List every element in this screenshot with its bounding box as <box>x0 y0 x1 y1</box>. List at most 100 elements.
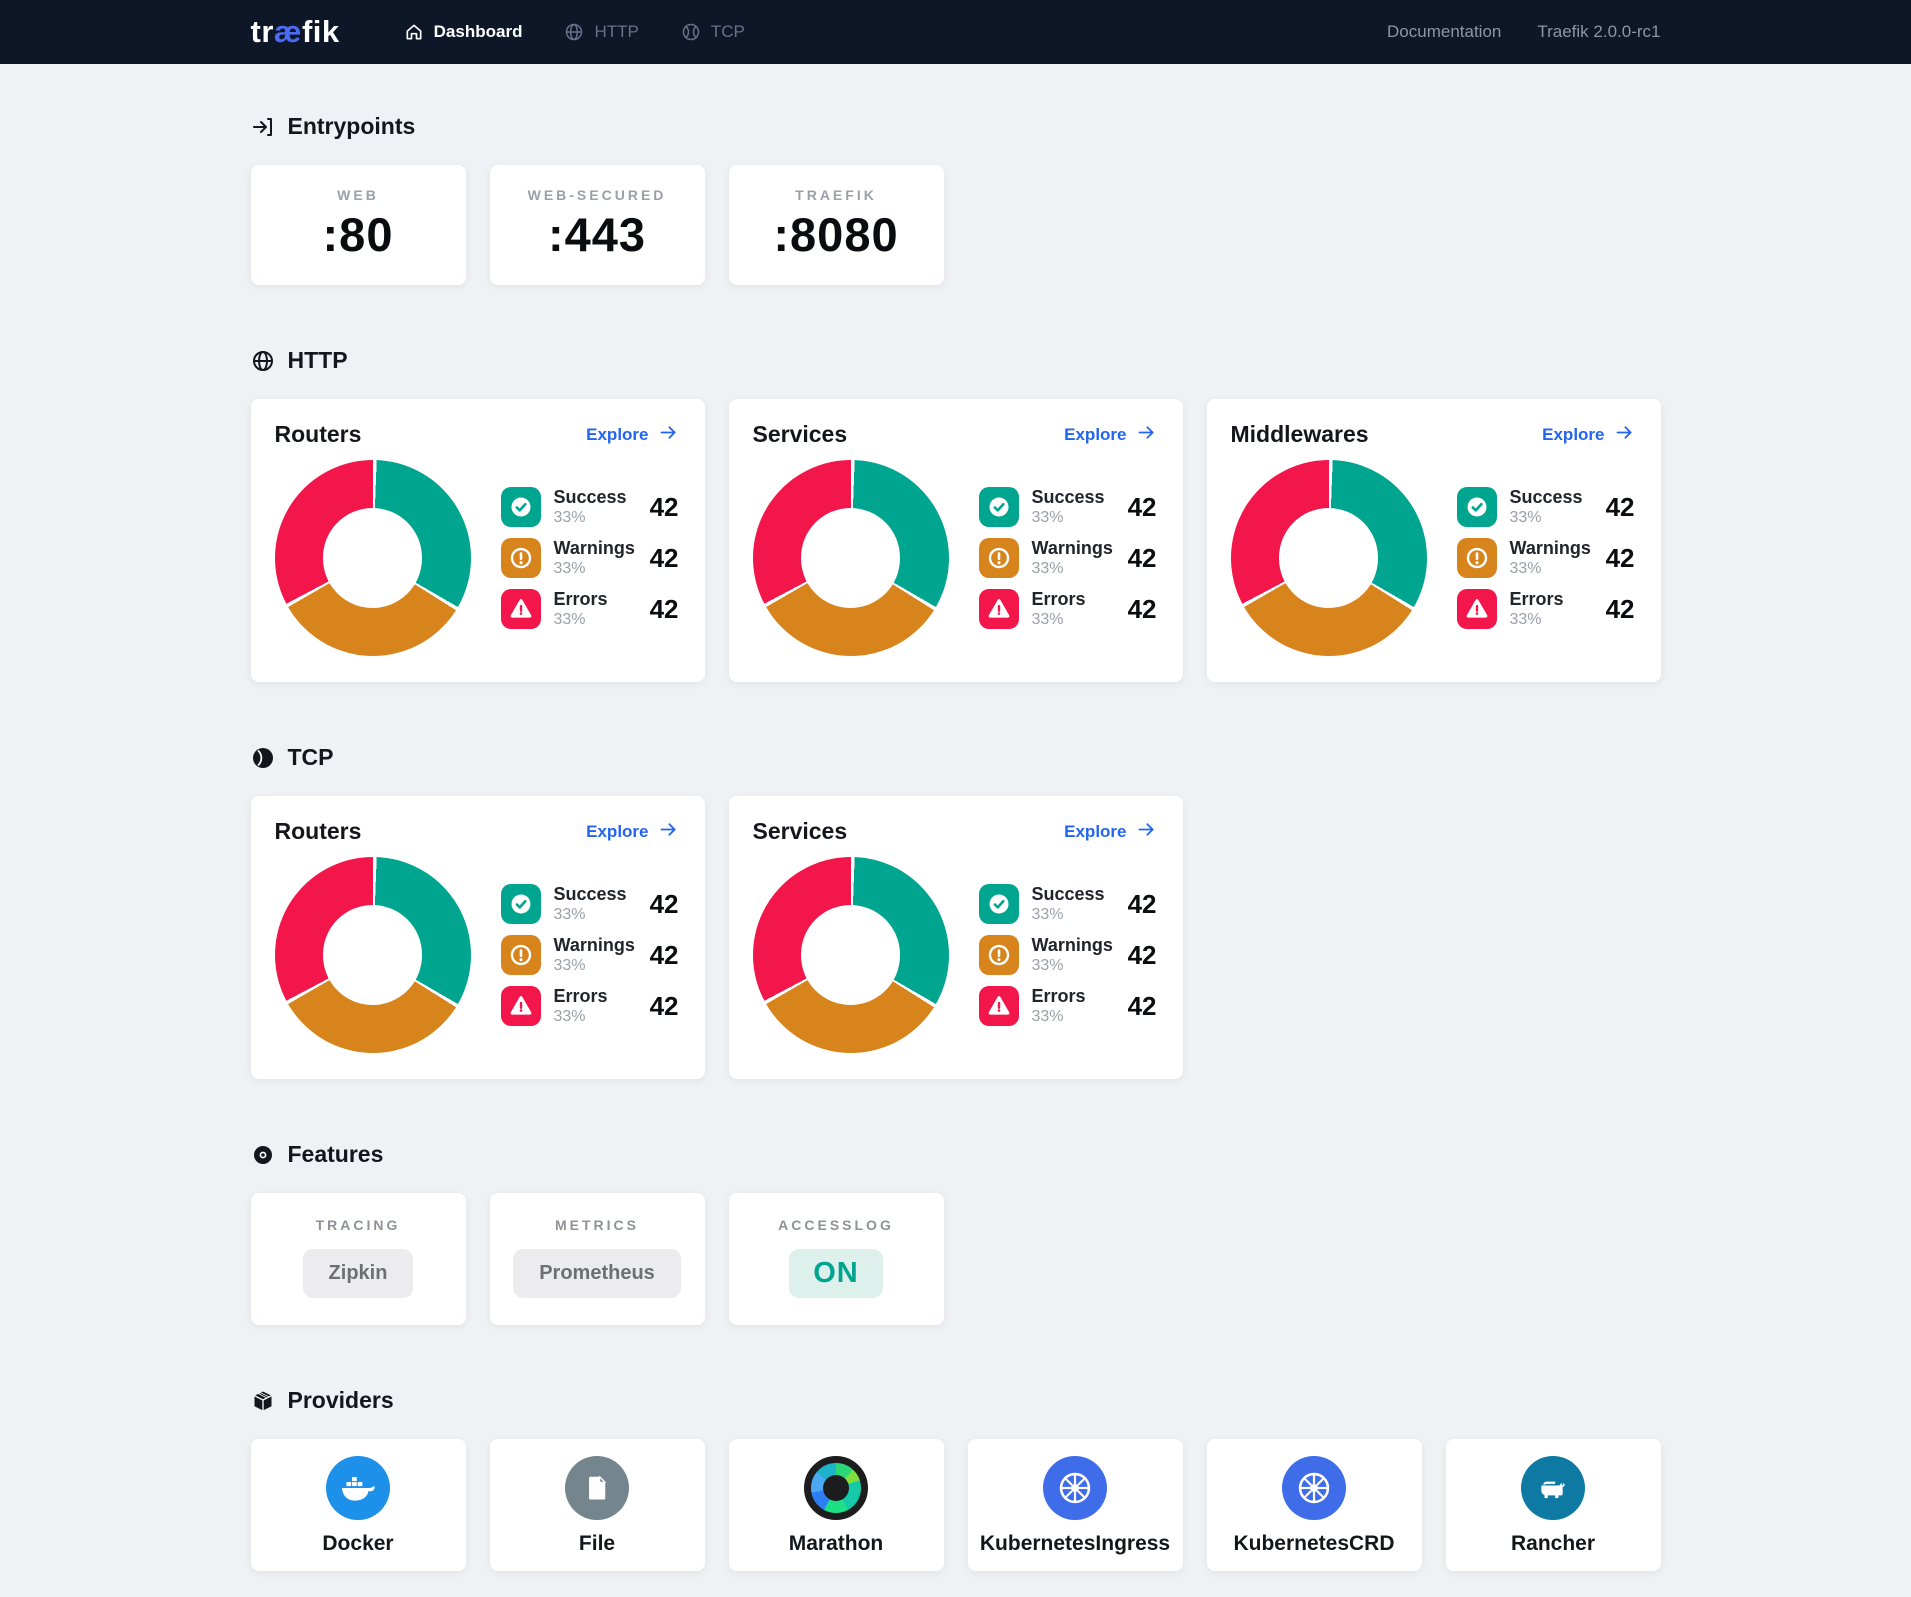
globe-icon <box>251 349 275 373</box>
success-icon <box>978 884 1019 924</box>
legend-label: Errors <box>553 986 608 1007</box>
success-icon <box>1456 487 1497 527</box>
explore-link[interactable]: Explore <box>1064 819 1156 845</box>
legend-percent: 33% <box>553 508 586 526</box>
feature-value-badge: Prometheus <box>513 1249 681 1298</box>
traefik-logo[interactable]: træfik <box>250 14 340 49</box>
tcp-cards: Routers Explore Success 33% 42 Warnings 33% 42 E… <box>250 796 1661 1079</box>
legend-row: Success 33% 42 <box>500 487 679 527</box>
legend-row: Warnings 33% 42 <box>500 538 679 578</box>
nav-item-dashboard[interactable]: Dashboard <box>404 22 522 42</box>
http-middlewares-card: Middlewares Explore Success 33% 42 Warnings 33… <box>1206 399 1661 682</box>
features-disc-icon <box>251 1143 275 1167</box>
warning-icon <box>978 538 1019 578</box>
arrow-right-icon <box>658 819 679 845</box>
donut-chart <box>752 460 949 656</box>
entrypoint-name: WEB <box>337 187 379 203</box>
donut-chart <box>274 857 471 1053</box>
donut-legend: Success 33% 42 Warnings 33% 42 Errors 33% 42 <box>500 884 679 1026</box>
entrypoint-card-web-secured: WEB-SECURED :443 <box>489 165 705 285</box>
documentation-link[interactable]: Documentation <box>1387 22 1502 41</box>
provider-card-kubernetes-ingress: KubernetesIngress <box>967 1439 1183 1571</box>
legend-label: Success <box>1031 884 1105 905</box>
legend-label: Errors <box>553 589 608 610</box>
legend-label: Warnings <box>1509 538 1591 559</box>
providers-section: Providers Docker File Marathon <box>250 1387 1661 1571</box>
legend-percent: 33% <box>1031 508 1064 526</box>
legend-row: Warnings 33% 42 <box>978 538 1157 578</box>
feature-name: TRACING <box>315 1217 401 1233</box>
legend-percent: 33% <box>553 559 586 577</box>
kubernetes-icon <box>1282 1456 1346 1520</box>
explore-link[interactable]: Explore <box>1064 422 1156 448</box>
http-services-card: Services Explore Success 33% 42 Warnings 33% 42… <box>728 399 1183 682</box>
package-box-icon <box>251 1389 275 1413</box>
legend-row: Success 33% 42 <box>978 487 1157 527</box>
legend-percent: 33% <box>1031 610 1064 628</box>
legend-row: Warnings 33% 42 <box>978 935 1157 975</box>
nav-item-http[interactable]: HTTP <box>564 22 639 42</box>
section-title-tcp: TCP <box>287 744 334 770</box>
warning-icon <box>500 538 541 578</box>
legend-value: 42 <box>1605 542 1635 573</box>
section-title-entrypoints: Entrypoints <box>287 113 416 139</box>
section-title-features: Features <box>287 1141 384 1167</box>
legend-row: Warnings 33% 42 <box>1456 538 1635 578</box>
tcp-services-card: Services Explore Success 33% 42 Warnings 33% 42… <box>728 796 1183 1079</box>
legend-label: Success <box>1509 487 1583 508</box>
legend-percent: 33% <box>1031 956 1064 974</box>
feature-value-badge: Zipkin <box>302 1249 414 1298</box>
legend-value: 42 <box>1605 593 1635 624</box>
http-section: HTTP Routers Explore Success 33% 42 Warnings 3… <box>250 347 1661 682</box>
nav-item-tcp[interactable]: TCP <box>681 22 745 42</box>
provider-name: KubernetesIngress <box>979 1532 1171 1555</box>
legend-value: 42 <box>1127 888 1157 919</box>
warning-icon <box>978 935 1019 975</box>
legend-row: Success 33% 42 <box>500 884 679 924</box>
card-title: Middlewares <box>1230 421 1369 447</box>
card-title: Routers <box>274 421 362 447</box>
legend-label: Success <box>553 884 627 905</box>
warning-icon <box>1456 538 1497 578</box>
explore-link[interactable]: Explore <box>586 819 678 845</box>
tcp-section: TCP Routers Explore Success 33% 42 Warnings 33… <box>250 744 1661 1079</box>
legend-label: Warnings <box>1031 935 1113 956</box>
provider-card-docker: Docker <box>250 1439 466 1571</box>
explore-link[interactable]: Explore <box>586 422 678 448</box>
feature-value-badge: ON <box>789 1249 883 1298</box>
entrypoint-card-traefik: TRAEFIK :8080 <box>728 165 944 285</box>
error-icon <box>978 589 1019 629</box>
explore-link[interactable]: Explore <box>1542 422 1634 448</box>
legend-value: 42 <box>1127 593 1157 624</box>
error-icon <box>1456 589 1497 629</box>
arrow-right-icon <box>1136 422 1157 448</box>
feature-name: ACCESSLOG <box>778 1217 894 1233</box>
arrow-right-icon <box>1136 819 1157 845</box>
error-icon <box>500 589 541 629</box>
section-title-http: HTTP <box>287 347 348 373</box>
legend-label: Errors <box>1509 589 1564 610</box>
docker-icon <box>326 1456 390 1520</box>
legend-percent: 33% <box>1509 559 1542 577</box>
tcp-routers-card: Routers Explore Success 33% 42 Warnings 33% 42 E… <box>250 796 705 1079</box>
card-title: Routers <box>274 818 362 844</box>
provider-card-rancher: Rancher <box>1445 1439 1661 1571</box>
card-title: Services <box>752 421 848 447</box>
legend-value: 42 <box>649 888 679 919</box>
legend-label: Warnings <box>553 538 635 559</box>
legend-percent: 33% <box>553 610 586 628</box>
provider-name: KubernetesCRD <box>1233 1532 1395 1555</box>
section-title-providers: Providers <box>287 1387 394 1413</box>
legend-percent: 33% <box>1509 610 1542 628</box>
entrypoints-icon <box>251 115 275 139</box>
provider-name: Rancher <box>1510 1532 1596 1555</box>
donut-chart <box>274 460 471 656</box>
feature-name: METRICS <box>555 1217 639 1233</box>
donut-chart <box>1230 460 1427 656</box>
legend-value: 42 <box>1605 491 1635 522</box>
legend-row: Errors 33% 42 <box>978 589 1157 629</box>
entrypoint-port: :8080 <box>773 208 899 261</box>
legend-value: 42 <box>1127 542 1157 573</box>
donut-chart <box>752 857 949 1053</box>
provider-card-kubernetes-crd: KubernetesCRD <box>1206 1439 1422 1571</box>
